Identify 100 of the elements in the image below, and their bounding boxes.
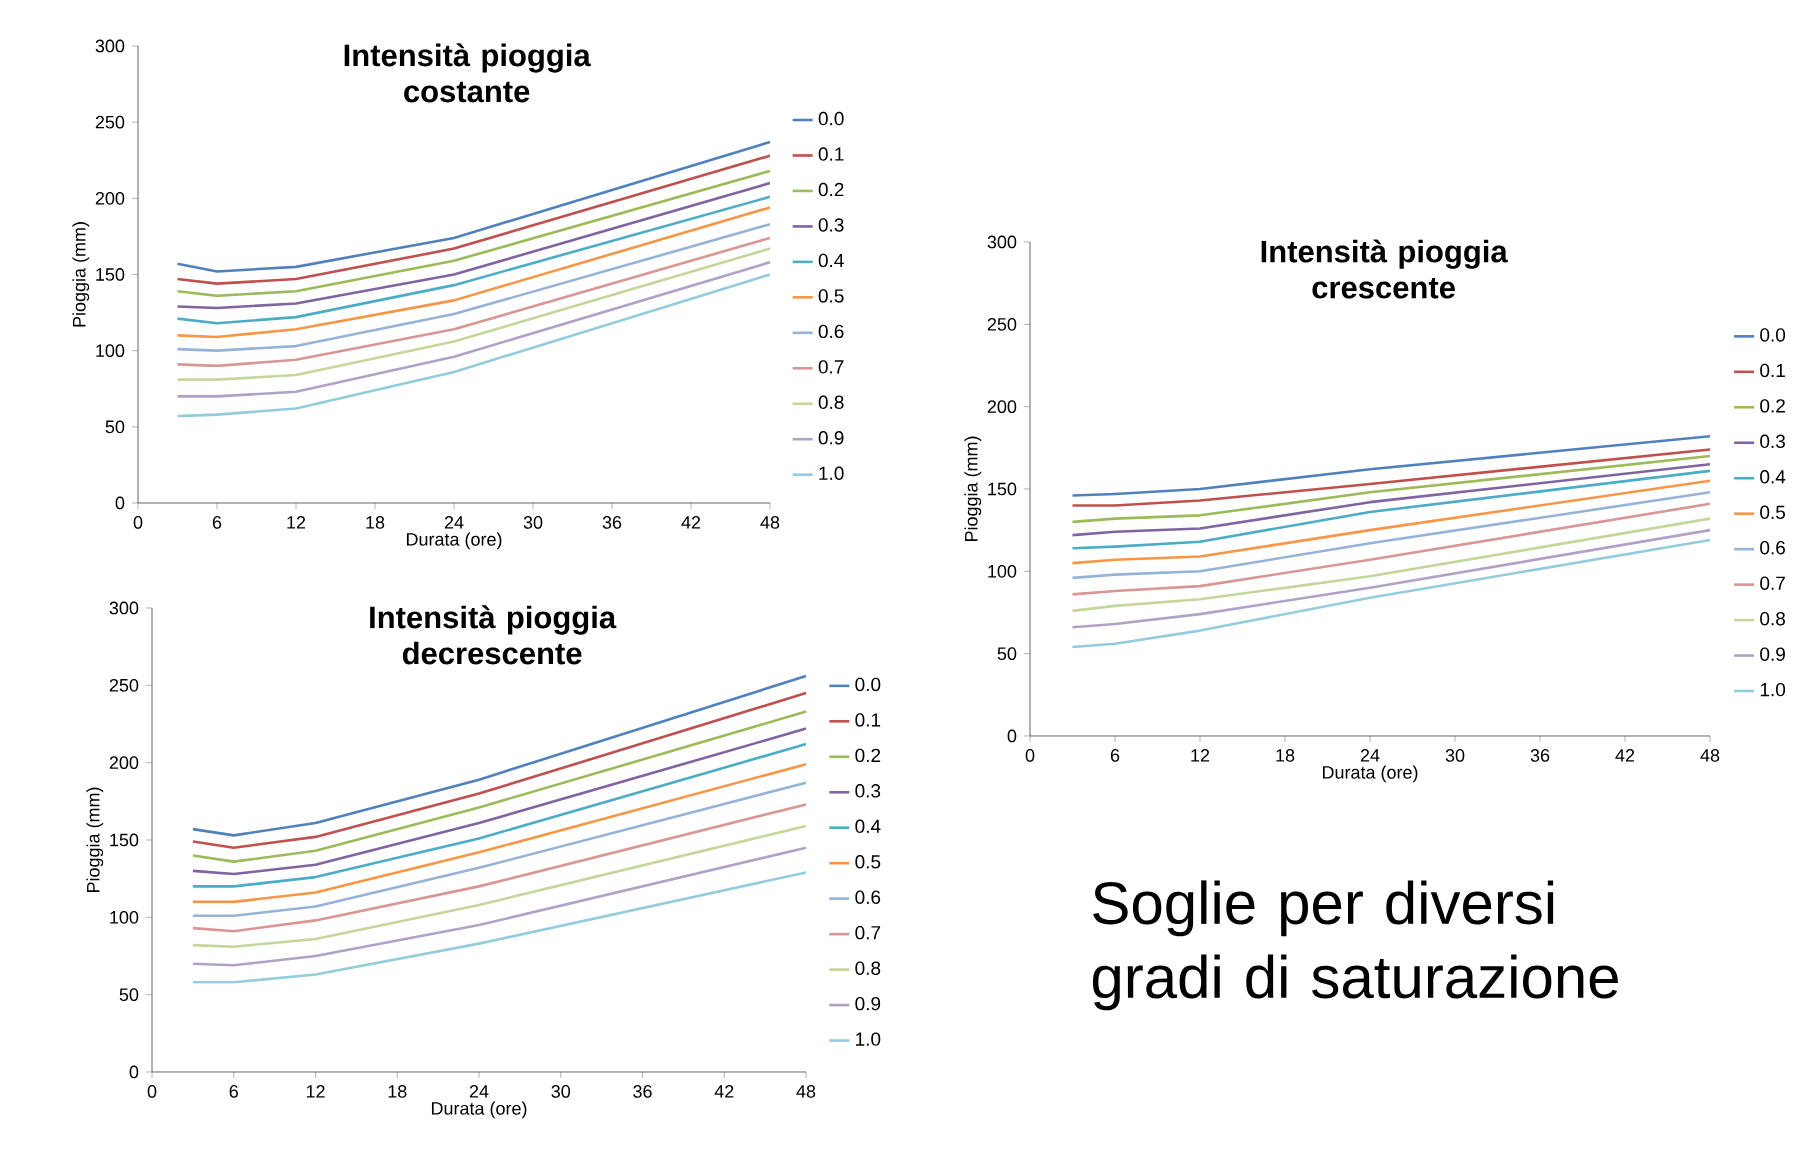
line-series — [1071, 528, 1711, 629]
chart-title: Intensità pioggia decrescente — [370, 605, 617, 665]
legend-label: 0.7 — [1760, 576, 1785, 590]
legend-label: 0.9 — [818, 431, 844, 445]
legend-label: 0.2 — [855, 748, 881, 763]
x-tick-label: 12 — [287, 516, 306, 529]
y-tick-label: 250 — [95, 115, 125, 129]
x-tick-label: 30 — [1445, 749, 1465, 762]
line-series — [1071, 479, 1711, 565]
y-tick-label: 250 — [109, 678, 139, 692]
y-tick-label: 50 — [105, 420, 125, 434]
x-tick-label: 24 — [469, 1085, 489, 1098]
y-tick-label: 200 — [95, 191, 125, 205]
y-axis-title: Pioggia (mm) — [86, 787, 104, 893]
line-series — [1071, 517, 1711, 613]
legend-label: 0.3 — [818, 218, 844, 232]
x-tick-label: 42 — [681, 516, 701, 529]
legend-label: 0.4 — [855, 819, 881, 834]
y-tick-label: 0 — [1007, 729, 1017, 743]
line-series — [176, 169, 771, 298]
x-tick-label: 48 — [796, 1085, 816, 1098]
chart-title: Intensità pioggia crescente — [1261, 239, 1508, 299]
line-series — [176, 140, 771, 273]
line-series — [1071, 538, 1711, 649]
legend-label: 0.0 — [855, 677, 881, 692]
line-series — [191, 742, 807, 888]
legend-label: 1.0 — [819, 466, 844, 480]
x-tick-label: 0 — [147, 1085, 157, 1098]
legend-label: 0.3 — [1760, 434, 1785, 449]
y-tick-label: 0 — [115, 496, 125, 510]
line-series — [191, 691, 807, 850]
x-tick-label: 36 — [602, 516, 622, 529]
line-series — [176, 195, 771, 325]
legend-label: 0.7 — [818, 360, 844, 374]
line-series — [191, 727, 807, 876]
y-tick-label: 300 — [95, 39, 125, 53]
line-series — [191, 674, 807, 837]
line-series — [1071, 462, 1711, 537]
text: Soglie per diversi gradi di saturazione — [1092, 880, 1618, 1011]
y-tick-label: 250 — [987, 317, 1017, 331]
x-tick-label: 6 — [212, 516, 222, 529]
line-series — [176, 222, 771, 352]
x-tick-label: 36 — [1530, 749, 1550, 762]
legend-label: 0.5 — [1760, 505, 1786, 520]
line-series — [176, 247, 771, 381]
x-tick-label: 42 — [1615, 749, 1635, 762]
x-tick-label: 18 — [388, 1085, 407, 1098]
line-series — [1071, 454, 1711, 524]
x-tick-label: 30 — [523, 516, 543, 529]
legend-label: 0.1 — [1760, 363, 1785, 378]
line-series — [191, 781, 807, 918]
y-tick-label: 200 — [109, 756, 139, 770]
x-tick-label: 18 — [366, 516, 385, 529]
x-tick-label: 48 — [1700, 749, 1720, 762]
x-axis-title: Durata (ore) — [1322, 765, 1418, 783]
x-tick-label: 30 — [551, 1085, 571, 1098]
legend-label: 0.4 — [818, 253, 844, 268]
line-series — [176, 206, 771, 339]
legend-label: 0.8 — [818, 395, 844, 410]
y-tick-label: 150 — [110, 833, 139, 847]
line-series — [191, 710, 807, 863]
y-tick-label: 50 — [119, 988, 139, 1002]
y-tick-label: 50 — [997, 647, 1017, 661]
y-axis-title: Pioggia (mm) — [72, 222, 90, 327]
legend-label: 0.5 — [855, 855, 881, 869]
y-tick-label: 0 — [129, 1065, 139, 1079]
x-tick-label: 6 — [1110, 749, 1120, 762]
chart-title: Intensità pioggia costante — [344, 43, 591, 103]
y-tick-label: 100 — [988, 564, 1017, 578]
x-tick-label: 6 — [229, 1085, 238, 1098]
x-tick-label: 24 — [1360, 749, 1380, 762]
legend-label: 0.7 — [855, 925, 881, 940]
y-tick-label: 300 — [109, 601, 139, 615]
legend-label: 0.8 — [1760, 611, 1786, 626]
y-tick-label: 100 — [96, 344, 125, 358]
legend-label: 0.0 — [818, 111, 844, 126]
legend-label: 0.6 — [1760, 541, 1785, 555]
y-axis-title: Pioggia (mm) — [964, 436, 982, 542]
legend-label: 1.0 — [1760, 682, 1786, 697]
legend-label: 0.1 — [818, 147, 844, 161]
legend-label: 0.5 — [818, 289, 844, 303]
line-series — [1071, 502, 1711, 596]
legend-label: 0.2 — [1760, 399, 1785, 413]
x-axis-title: Durata (ore) — [431, 1101, 527, 1119]
legend-label: 0.1 — [855, 713, 881, 727]
legend-label: 0.2 — [818, 182, 844, 197]
legend-label: 0.6 — [855, 890, 881, 904]
line-series — [191, 762, 807, 904]
legend-label: 0.4 — [1760, 470, 1786, 484]
legend-label: 0.6 — [818, 324, 844, 339]
line-series — [191, 803, 807, 933]
y-tick-label: 150 — [96, 268, 125, 281]
line-series — [176, 181, 771, 310]
x-axis-title: Durata (ore) — [406, 532, 502, 550]
line-series — [176, 154, 771, 285]
line-series — [1071, 490, 1711, 580]
y-tick-label: 100 — [110, 910, 139, 924]
x-tick-label: 48 — [760, 516, 780, 529]
x-tick-label: 42 — [714, 1085, 734, 1098]
line-series — [176, 273, 771, 418]
